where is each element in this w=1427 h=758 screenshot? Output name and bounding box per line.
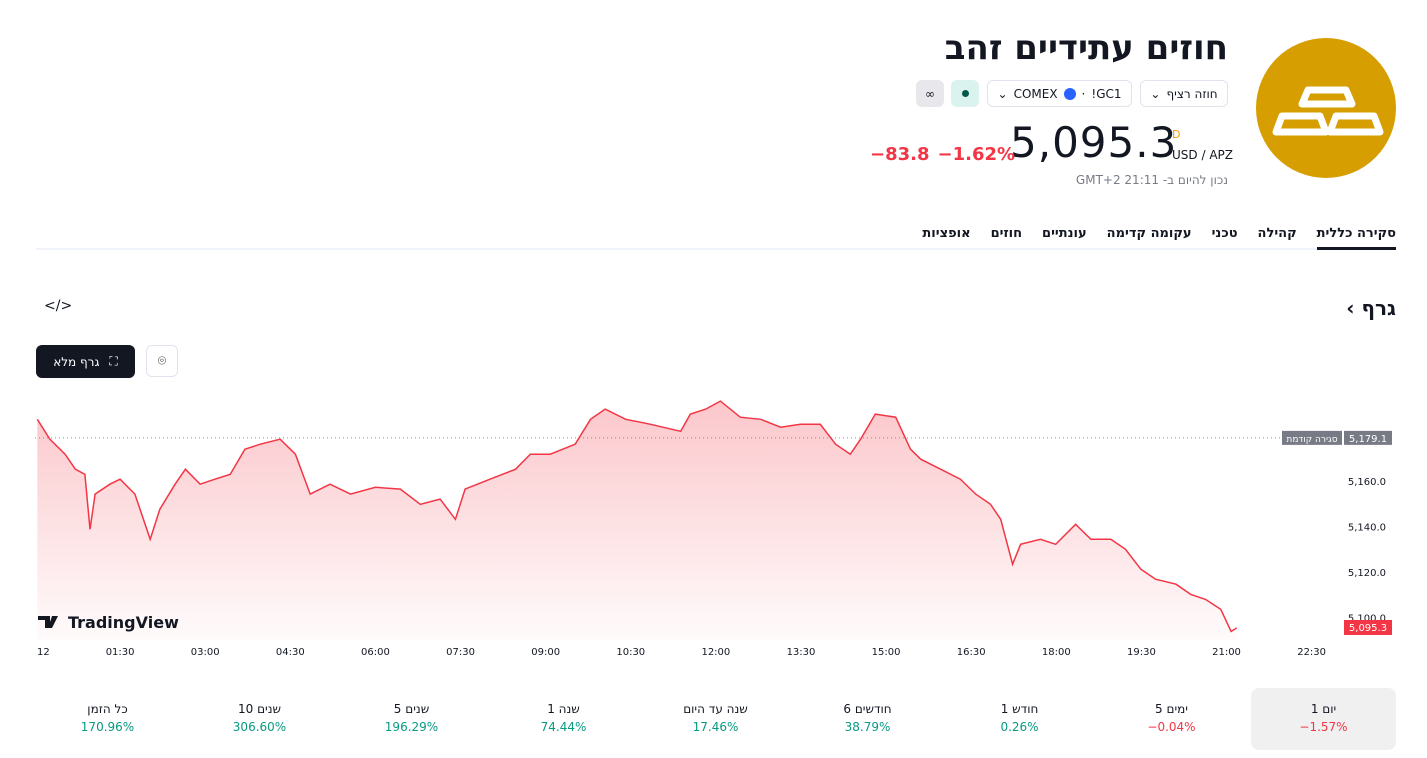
period-label: חודש 1 xyxy=(1000,702,1039,716)
x-tick-label: 04:30 xyxy=(276,647,305,658)
x-tick-label: 12 xyxy=(37,647,50,658)
period-label: יום 1 xyxy=(1310,702,1337,716)
period-label: שנה 1 xyxy=(547,702,580,716)
snapshot-button[interactable]: ⌾ xyxy=(146,345,178,377)
period-label: 10 שנים xyxy=(237,702,282,716)
price-flag: D xyxy=(1172,128,1181,141)
timestamp: נכון להיום ב- 21:11 GMT+2 xyxy=(1075,173,1228,187)
period[interactable]: 6 חודשים 38.79% xyxy=(795,688,940,750)
watermark: TradingView xyxy=(68,613,179,632)
period[interactable]: יום 1 −1.57% xyxy=(1251,688,1396,750)
area-fill xyxy=(37,401,1237,640)
x-tick-label: 01:30 xyxy=(106,647,135,658)
section-title: גרף xyxy=(1361,296,1396,320)
period-change: 306.60% xyxy=(232,720,287,734)
period-change: 38.79% xyxy=(844,720,891,734)
tabs: סקירה כללית קהילה טכני עקומה קדימה עונתיים חו… xyxy=(922,226,1396,250)
x-tick-label: 13:30 xyxy=(787,647,816,658)
status-pill[interactable] xyxy=(951,80,979,107)
x-tick-label: 10:30 xyxy=(616,647,645,658)
exchange: COMEX xyxy=(1013,86,1058,101)
period[interactable]: חודש 1 0.26% xyxy=(947,688,1092,750)
period-change: −0.04% xyxy=(1147,720,1196,734)
watermark-logo xyxy=(38,616,58,628)
period[interactable]: 5 ימים −0.04% xyxy=(1099,688,1244,750)
tab[interactable]: אופציות xyxy=(922,226,971,241)
period-label: שנה עד היום xyxy=(683,702,748,716)
x-tick-label: 22:30 xyxy=(1297,647,1326,658)
y-tick-label: 5,100.0 xyxy=(1348,613,1386,624)
period-change: 196.29% xyxy=(384,720,439,734)
last-price-label: 5,095.3 xyxy=(1349,623,1387,634)
tab-rule xyxy=(36,248,1396,250)
change: −83.8 xyxy=(870,144,930,165)
previous-close-tag xyxy=(1282,430,1342,445)
currency: USD / APZ xyxy=(1172,148,1233,162)
x-tick-label: 16:30 xyxy=(957,647,986,658)
period[interactable]: 5 שנים 196.29% xyxy=(339,688,484,750)
y-tick-label: 5,140.0 xyxy=(1348,523,1386,534)
period-label: כל הזמן xyxy=(87,702,128,716)
period[interactable]: שנה עד היום 17.46% xyxy=(643,688,788,750)
symbol-pill[interactable]: GC1! · COMEX ⌄ xyxy=(987,80,1132,107)
x-tick-label: 12:00 xyxy=(701,647,730,658)
contract-pill[interactable]: חוזה רציף ⌄ xyxy=(1140,80,1228,107)
chart: 5,100.0 5,120.0 5,140.0 5,160.0 12 01:30 03:00… xyxy=(35,400,1392,658)
tab[interactable]: עקומה קדימה xyxy=(1106,226,1192,241)
fullscreen-label: גרף מלא xyxy=(53,354,100,369)
link-pill[interactable]: ∞ xyxy=(916,80,944,107)
x-tick-label: 09:00 xyxy=(531,647,560,658)
section-heading[interactable]: גרף › xyxy=(1346,296,1396,320)
symbol: GC1! xyxy=(1091,86,1122,101)
x-tick-label: 15:00 xyxy=(872,647,901,658)
change-group: −83.8 −1.62% xyxy=(870,144,1015,165)
previous-close-label: סגירה קודמת xyxy=(1286,435,1337,445)
contract: חוזה רציף xyxy=(1166,86,1218,101)
x-tick-label: 07:30 xyxy=(446,647,475,658)
period-change: 0.26% xyxy=(1000,720,1039,734)
period-change: 170.96% xyxy=(80,720,135,734)
price-line xyxy=(36,400,1238,633)
previous-close-value: 5,179.1 xyxy=(1349,434,1387,445)
x-tick-label: 03:00 xyxy=(191,647,220,658)
period-label: 5 שנים xyxy=(393,702,430,716)
change-percent: −1.62% xyxy=(937,144,1016,165)
period-label: 6 חודשים xyxy=(843,702,892,716)
tab[interactable]: חוזים xyxy=(990,226,1023,241)
x-tick-label: 21:00 xyxy=(1212,647,1241,658)
tab[interactable]: סקירה כללית xyxy=(1316,226,1396,250)
period-change: 17.46% xyxy=(692,720,739,734)
y-tick-label: 5,160.0 xyxy=(1348,477,1386,488)
period-change: −1.57% xyxy=(1299,720,1348,734)
x-tick-label: 18:00 xyxy=(1042,647,1071,658)
title: חוזים עתידיים זהב xyxy=(944,28,1228,68)
x-tick-label: 06:00 xyxy=(361,647,390,658)
period-label: 5 ימים xyxy=(1155,702,1188,716)
y-tick-label: 5,120.0 xyxy=(1348,568,1386,579)
period[interactable]: 10 שנים 306.60% xyxy=(187,688,332,750)
period[interactable]: שנה 1 74.44% xyxy=(491,688,636,750)
tab[interactable]: קהילה xyxy=(1257,226,1297,241)
embed-icon[interactable]: </> xyxy=(44,298,73,314)
gold-icon xyxy=(1256,38,1396,178)
period-change: 74.44% xyxy=(540,720,587,734)
period[interactable]: כל הזמן 170.96% xyxy=(35,688,180,750)
x-tick-label: 19:30 xyxy=(1127,647,1156,658)
last-price-box xyxy=(1344,619,1392,635)
fullscreen-button[interactable]: ⛶ גרף מלא xyxy=(36,345,135,378)
tab[interactable]: טכני xyxy=(1211,226,1238,241)
previous-close-box xyxy=(1344,430,1392,445)
price: 5,095.3 xyxy=(1010,118,1178,167)
tab[interactable]: עונתיים xyxy=(1042,226,1087,241)
